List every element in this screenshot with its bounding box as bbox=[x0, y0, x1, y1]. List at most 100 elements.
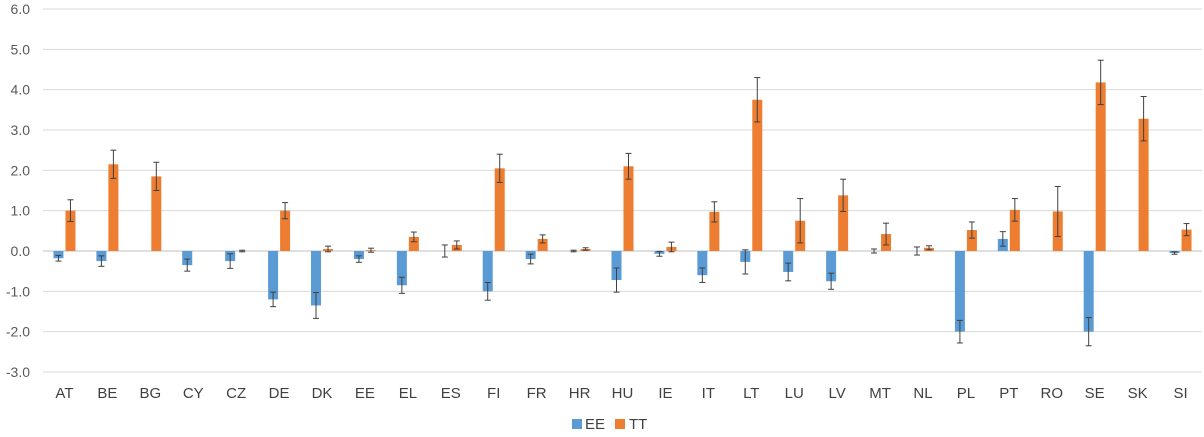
error-bar-ee-hr bbox=[570, 249, 577, 253]
bar-tt-pl bbox=[966, 230, 977, 251]
error-bar-tt-fi bbox=[496, 153, 503, 183]
category-label: NL bbox=[913, 385, 932, 402]
error-bar-tt-pl bbox=[968, 221, 975, 239]
category-label: SE bbox=[1085, 385, 1105, 402]
y-tick-label: 5.0 bbox=[11, 41, 31, 57]
bar-ee-hu bbox=[611, 251, 622, 281]
legend-label-tt: TT bbox=[629, 416, 647, 433]
category-label: RO bbox=[1041, 385, 1064, 402]
y-tick-label: 3.0 bbox=[11, 122, 31, 138]
error-bar-tt-hr bbox=[582, 247, 589, 251]
error-bar-tt-sk bbox=[1140, 96, 1147, 142]
error-bar-ee-cz bbox=[227, 253, 234, 269]
category-label: CZ bbox=[226, 385, 246, 402]
error-bar-tt-ee bbox=[367, 247, 374, 253]
category-label: BG bbox=[139, 385, 161, 402]
category-label: LU bbox=[785, 385, 804, 402]
error-bar-ee-de bbox=[270, 291, 277, 308]
error-bar-tt-el bbox=[410, 231, 417, 243]
legend-swatch-ee bbox=[572, 419, 582, 429]
error-bar-tt-bg bbox=[153, 161, 160, 191]
error-bar-ee-el bbox=[398, 276, 405, 294]
error-bar-tt-mt bbox=[883, 222, 890, 246]
category-label: DK bbox=[312, 385, 333, 402]
y-tick-label: -3.0 bbox=[6, 364, 30, 380]
error-bar-ee-ie bbox=[656, 250, 663, 257]
bar-ee-pl bbox=[954, 251, 965, 332]
bar-tt-fi bbox=[494, 168, 505, 251]
y-tick-label: 1.0 bbox=[11, 203, 31, 219]
error-bar-tt-lt bbox=[754, 77, 761, 123]
error-bars bbox=[55, 59, 1190, 347]
category-label: LV bbox=[829, 385, 846, 402]
bars bbox=[53, 82, 1192, 332]
category-label: LT bbox=[743, 385, 759, 402]
bar-tt-at bbox=[65, 210, 76, 251]
error-bar-ee-se bbox=[1085, 317, 1092, 347]
bar-tt-de bbox=[280, 210, 291, 251]
y-tick-label: 2.0 bbox=[11, 162, 31, 178]
error-bar-ee-lt bbox=[742, 249, 749, 275]
category-label: IT bbox=[702, 385, 715, 402]
bar-ee-cy bbox=[182, 251, 193, 266]
error-bar-tt-ie bbox=[668, 241, 675, 253]
category-label: BE bbox=[97, 385, 117, 402]
bar-tt-bg bbox=[151, 176, 162, 251]
error-bar-tt-si bbox=[1183, 223, 1190, 237]
error-bar-ee-hu bbox=[613, 267, 620, 293]
bar-ee-at bbox=[53, 251, 64, 259]
y-tick-label: 4.0 bbox=[11, 82, 31, 98]
error-bar-tt-de bbox=[282, 202, 289, 220]
category-label: IE bbox=[658, 385, 672, 402]
bar-tt-it bbox=[709, 211, 720, 251]
bar-ee-el bbox=[396, 251, 407, 286]
bar-tt-hu bbox=[623, 166, 634, 251]
bar-tt-fr bbox=[537, 238, 548, 251]
error-bar-ee-si bbox=[1171, 251, 1178, 255]
error-bar-ee-cy bbox=[184, 258, 191, 272]
error-bar-tt-ro bbox=[1054, 185, 1061, 237]
error-bar-ee-at bbox=[55, 254, 62, 262]
error-bar-ee-lu bbox=[785, 262, 792, 282]
error-bar-tt-nl bbox=[925, 245, 932, 251]
y-tick-label: 0.0 bbox=[11, 243, 31, 259]
error-bar-tt-fr bbox=[539, 234, 546, 244]
error-bar-tt-at bbox=[67, 199, 74, 223]
error-bar-tt-be bbox=[110, 149, 117, 179]
error-bar-tt-se bbox=[1097, 59, 1104, 106]
y-tick-label: -2.0 bbox=[6, 324, 30, 340]
error-bar-ee-be bbox=[98, 255, 105, 267]
bar-ee-it bbox=[697, 251, 708, 276]
error-bar-ee-nl bbox=[913, 246, 920, 256]
y-tick-label: -1.0 bbox=[6, 283, 30, 299]
category-label: EL bbox=[399, 385, 417, 402]
error-bar-ee-fr bbox=[527, 253, 534, 265]
category-label: PT bbox=[999, 385, 1018, 402]
category-label: SI bbox=[1173, 385, 1187, 402]
bar-tt-se bbox=[1095, 82, 1106, 251]
y-axis-tick-labels: 6.0 5.0 4.0 3.0 2.0 1.0 0.0 -1.0 -2.0 -3.0 bbox=[6, 1, 30, 380]
error-bar-tt-hu bbox=[625, 152, 632, 180]
category-label: AT bbox=[55, 385, 73, 402]
category-label: HR bbox=[569, 385, 591, 402]
category-label: PL bbox=[957, 385, 975, 402]
error-bar-ee-pt bbox=[999, 231, 1006, 247]
bar-ee-lv bbox=[826, 251, 837, 282]
bar-ee-se bbox=[1083, 251, 1094, 332]
bar-tt-lv bbox=[838, 195, 849, 251]
bar-ee-dk bbox=[311, 251, 322, 306]
category-label: FI bbox=[487, 385, 500, 402]
error-bar-ee-pl bbox=[956, 319, 963, 344]
category-label: HU bbox=[612, 385, 634, 402]
bar-tt-sk bbox=[1138, 118, 1149, 251]
category-label: EE bbox=[355, 385, 375, 402]
category-label: CY bbox=[183, 385, 204, 402]
gridlines bbox=[43, 8, 1202, 373]
error-bar-ee-fi bbox=[484, 281, 491, 301]
legend-label-ee: EE bbox=[585, 416, 605, 433]
error-bar-tt-dk bbox=[325, 245, 332, 253]
legend: EE TT bbox=[572, 416, 647, 433]
error-bar-tt-es bbox=[453, 240, 460, 250]
error-bar-ee-dk bbox=[313, 292, 320, 319]
category-label: MT bbox=[869, 385, 891, 402]
